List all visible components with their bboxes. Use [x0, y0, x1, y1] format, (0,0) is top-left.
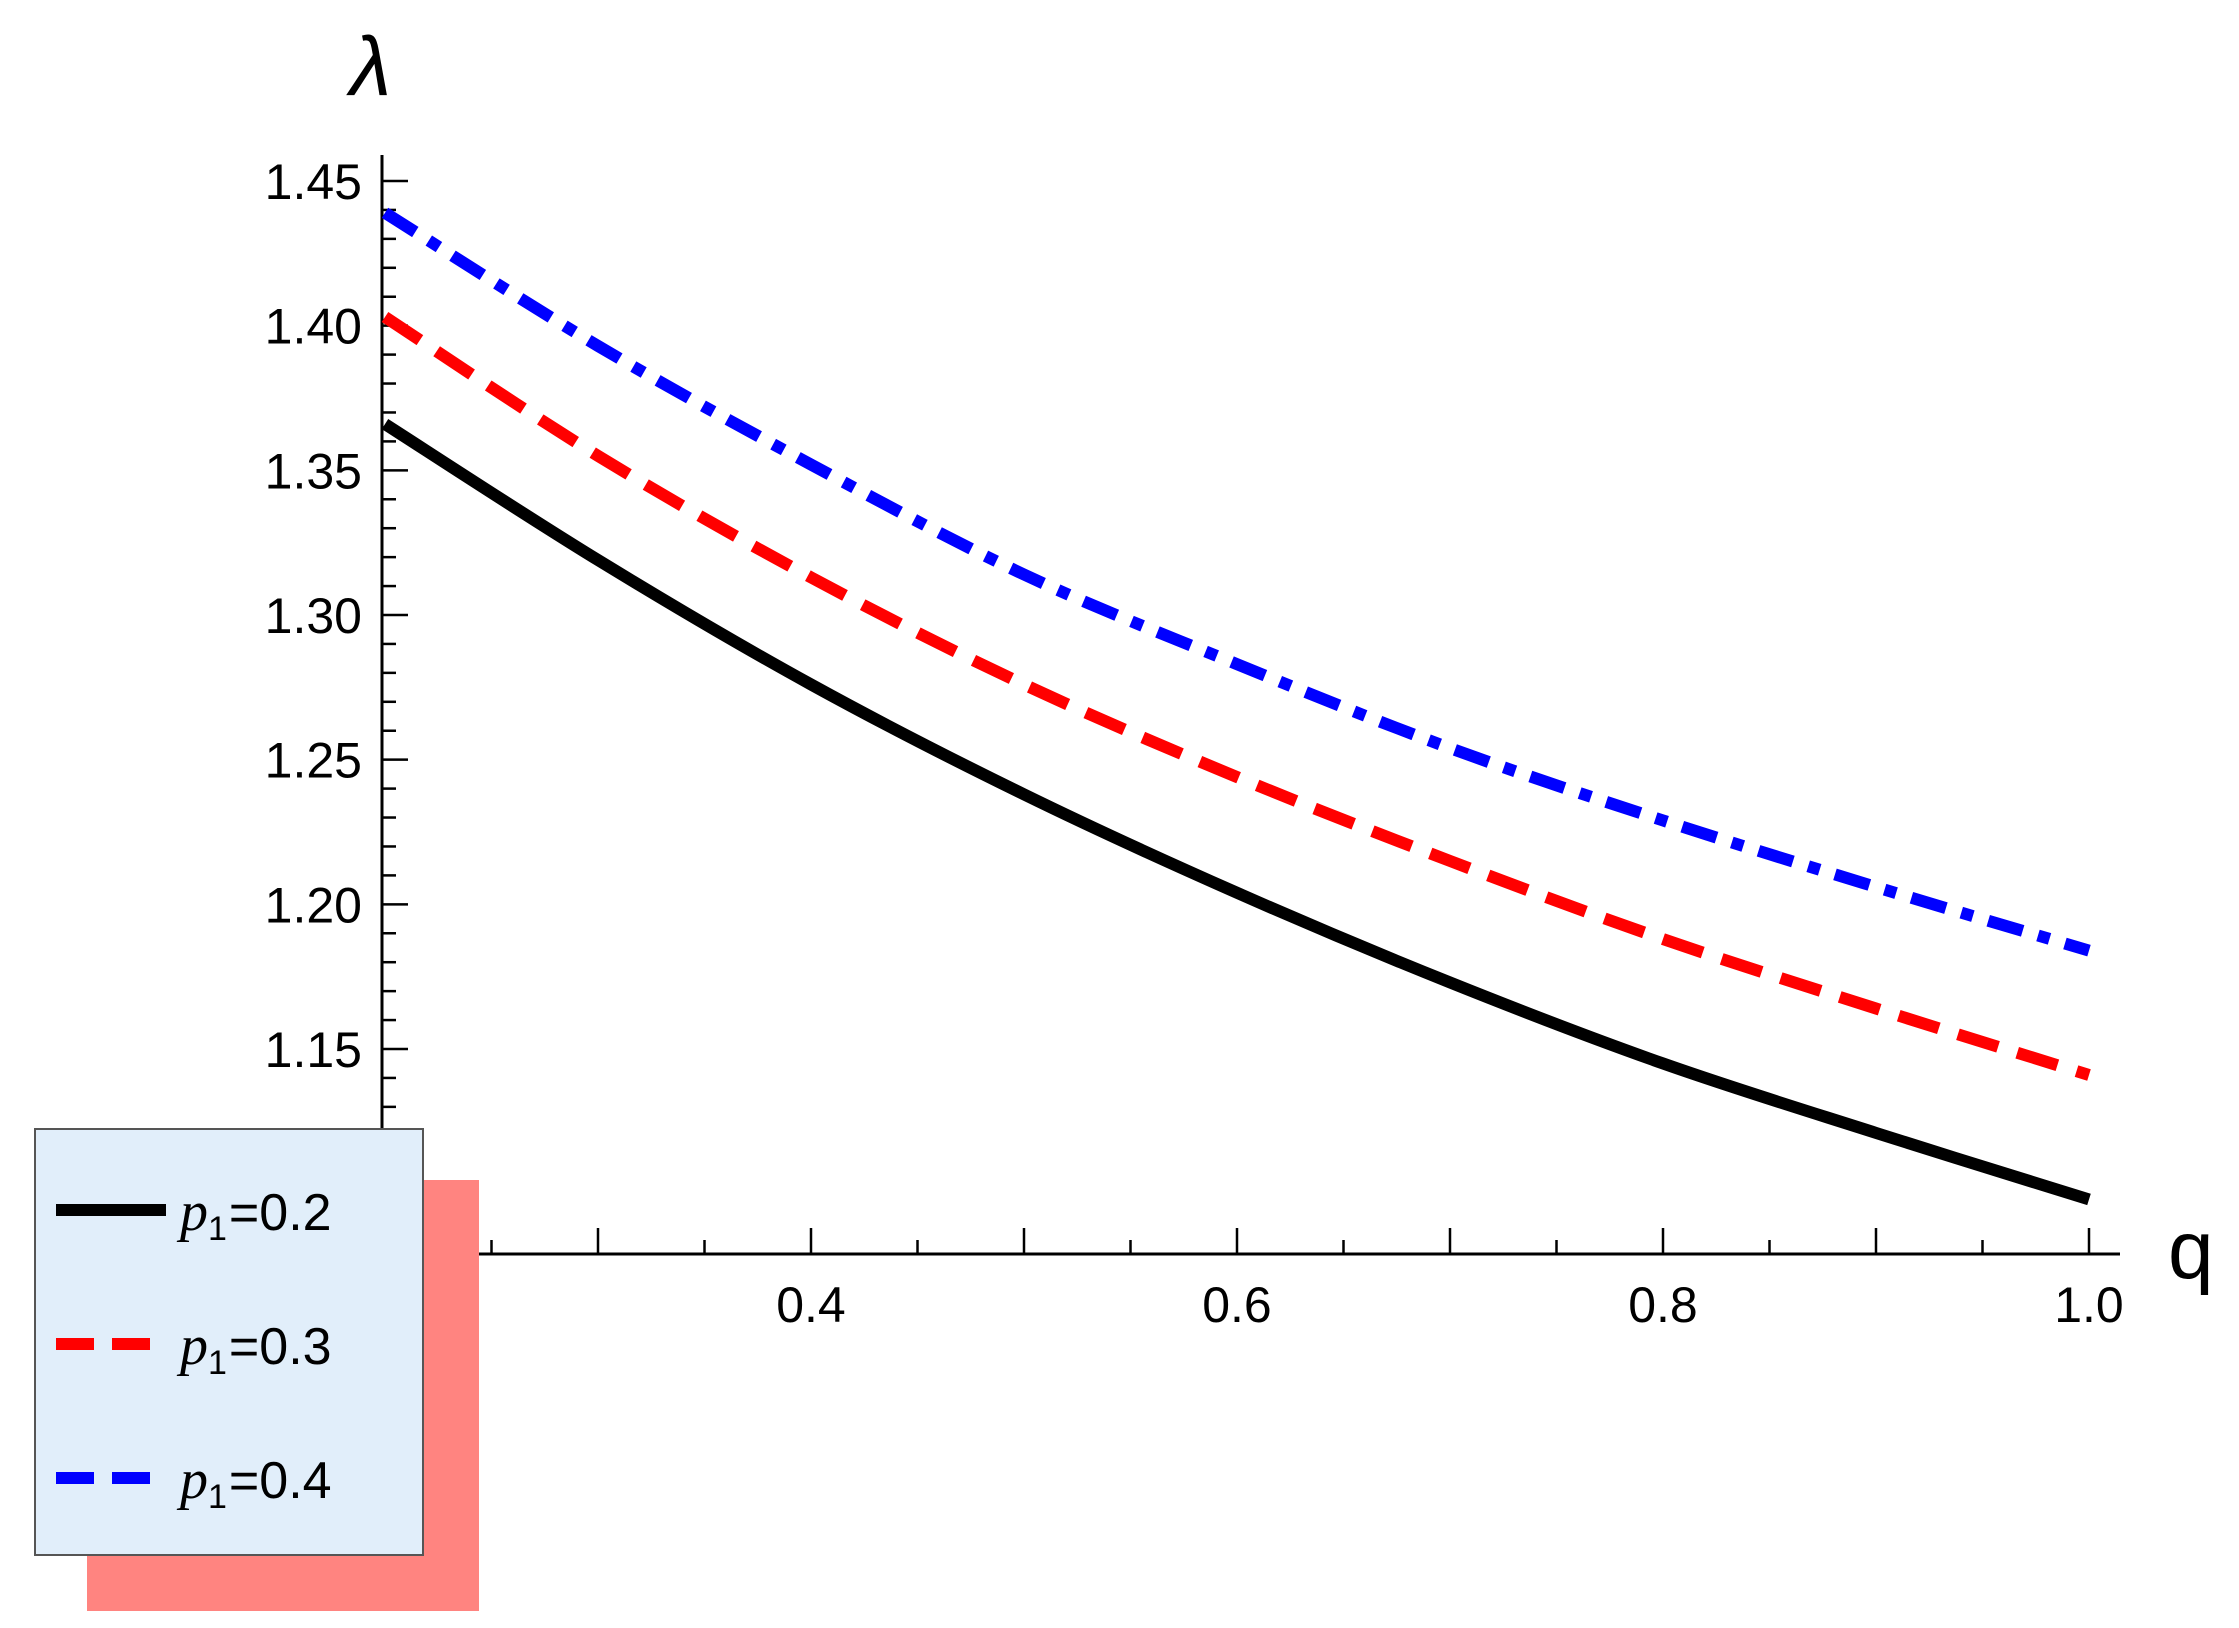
y-tick-label-2: 1.25 — [265, 733, 362, 789]
legend-swatch-0 — [56, 1204, 166, 1216]
legend-label-1: p1=0.3 — [180, 1315, 332, 1382]
legend-item-1: p1=0.3 — [36, 1304, 422, 1384]
y-axis-title: λ — [346, 19, 391, 113]
x-tick-label-3: 1.0 — [2054, 1277, 2124, 1333]
series-line-1 — [381, 311, 2091, 1081]
y-tick-label-4: 1.35 — [265, 443, 362, 499]
y-tick-label-3: 1.30 — [265, 588, 362, 644]
legend: p1=0.2 p1=0.3 p1=0.4 — [34, 1128, 424, 1556]
y-tick-label-1: 1.20 — [265, 877, 362, 933]
series-lines — [381, 207, 2091, 1206]
y-tick-label-6: 1.45 — [265, 154, 362, 210]
legend-item-2: p1=0.4 — [36, 1438, 422, 1518]
x-axis-title: q — [2168, 1205, 2214, 1296]
axes: 0.4 0.6 0.8 1.0 1.15 1.20 1.25 1.30 1.35 1.40 1.45 — [265, 154, 2124, 1333]
x-tick-label-0: 0.4 — [776, 1277, 846, 1333]
y-tick-label-5: 1.40 — [265, 299, 362, 355]
x-tick-label-1: 0.6 — [1202, 1277, 1272, 1333]
legend-swatch-1 — [56, 1338, 166, 1350]
legend-item-0: p1=0.2 — [36, 1170, 422, 1250]
legend-label-0: p1=0.2 — [180, 1181, 332, 1248]
series-line-2 — [381, 207, 2091, 957]
x-tick-label-2: 0.8 — [1628, 1277, 1698, 1333]
y-tick-label-0: 1.15 — [265, 1022, 362, 1078]
legend-swatch-2 — [56, 1472, 166, 1484]
series-line-0 — [381, 418, 2091, 1206]
legend-label-2: p1=0.4 — [180, 1449, 332, 1516]
